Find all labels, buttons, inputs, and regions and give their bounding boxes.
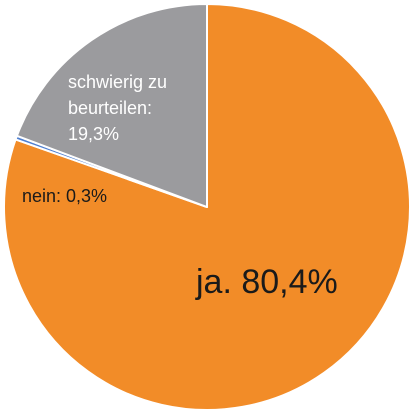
slice-label-ja: ja. 80,4% bbox=[195, 263, 338, 301]
slice-label-schwierig-line2: beurteilen: bbox=[68, 98, 152, 118]
pie-slice-schwierig bbox=[15, 3, 208, 208]
slice-label-schwierig-line3: 19,3% bbox=[68, 124, 119, 144]
slice-label-schwierig-line1: schwierig zu bbox=[68, 72, 167, 92]
pie-slices bbox=[3, 3, 411, 411]
slice-label-nein: nein: 0,3% bbox=[22, 186, 107, 206]
